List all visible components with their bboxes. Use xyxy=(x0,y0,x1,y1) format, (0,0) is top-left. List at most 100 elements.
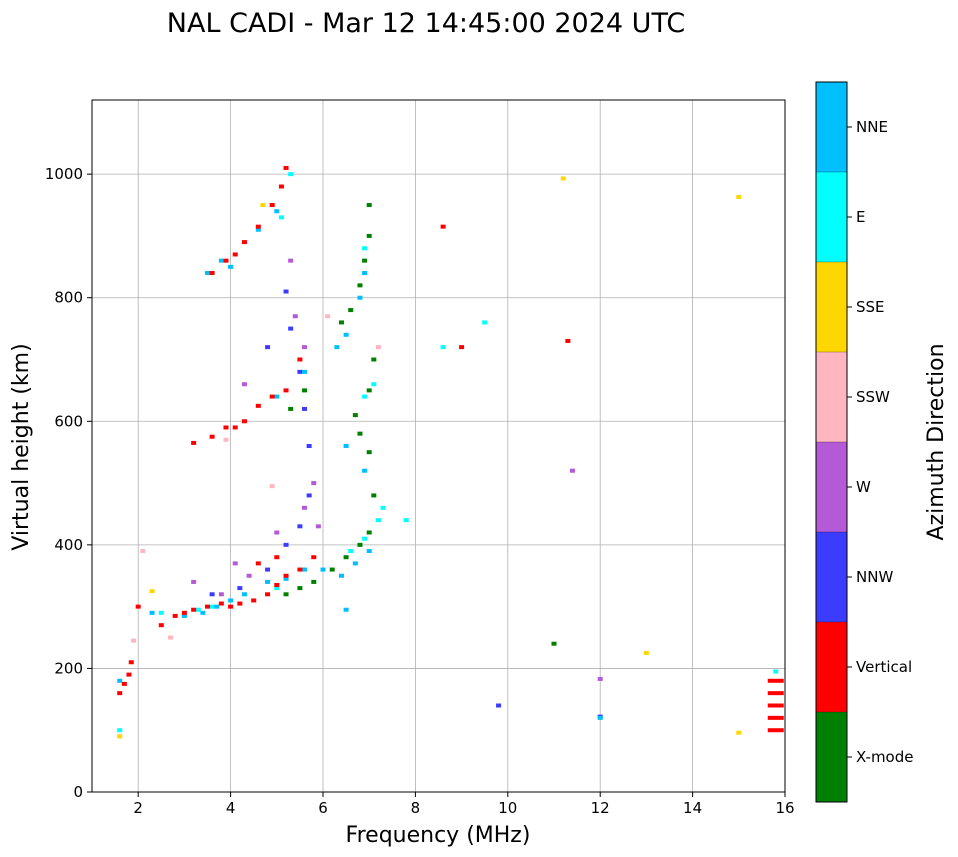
data-point xyxy=(246,573,252,578)
data-point xyxy=(228,264,234,269)
data-point xyxy=(269,484,275,489)
data-point xyxy=(459,345,465,350)
data-point xyxy=(325,314,331,319)
data-point xyxy=(302,345,308,350)
data-point xyxy=(269,394,275,399)
data-point xyxy=(306,493,312,498)
data-point xyxy=(366,450,372,455)
data-point xyxy=(767,691,784,696)
data-point xyxy=(362,468,368,473)
data-point xyxy=(352,561,358,566)
data-point xyxy=(569,468,575,473)
data-point xyxy=(237,586,243,591)
data-point xyxy=(117,734,123,739)
data-point xyxy=(767,703,784,708)
data-point xyxy=(311,579,317,584)
y-axis-label: Virtual height (km) xyxy=(9,343,34,550)
data-point xyxy=(302,388,308,393)
x-tick-label: 4 xyxy=(226,799,236,817)
data-point xyxy=(283,542,289,547)
data-point xyxy=(191,607,197,612)
colorbar-title: Azimuth Direction xyxy=(924,343,949,540)
y-tick-label: 800 xyxy=(54,289,83,307)
x-tick-label: 8 xyxy=(411,799,421,817)
chart-title: NAL CADI - Mar 12 14:45:00 2024 UTC xyxy=(167,8,685,39)
data-point xyxy=(288,406,294,411)
data-point xyxy=(329,567,335,572)
data-point xyxy=(283,573,289,578)
data-point xyxy=(440,224,446,229)
data-point xyxy=(158,623,164,628)
data-point xyxy=(117,728,123,733)
data-point xyxy=(366,388,372,393)
colorbar-frame xyxy=(815,81,848,803)
data-point xyxy=(551,641,557,646)
colorbar-label: NNW xyxy=(856,568,893,586)
data-point xyxy=(265,567,271,572)
data-point xyxy=(149,589,155,594)
colorbar-segment xyxy=(816,262,847,352)
data-point xyxy=(302,567,308,572)
data-point xyxy=(214,604,220,609)
data-point xyxy=(283,388,289,393)
data-point xyxy=(218,258,224,263)
x-tick-label: 6 xyxy=(318,799,328,817)
data-point xyxy=(357,295,363,300)
data-point xyxy=(274,555,280,560)
data-point xyxy=(334,345,340,350)
data-point xyxy=(260,203,266,208)
data-point xyxy=(205,604,210,609)
data-points xyxy=(117,165,784,739)
colorbar-label: SSE xyxy=(856,298,885,316)
colorbar-segment xyxy=(816,442,847,532)
data-point xyxy=(302,369,308,374)
colorbar: X-mode Vertical NNW W SSW SSE E NNE xyxy=(815,81,913,803)
data-point xyxy=(181,613,187,618)
data-point xyxy=(403,518,409,523)
y-axis: 0 200 400 600 800 1000 xyxy=(45,165,92,801)
data-point xyxy=(352,413,358,418)
data-point xyxy=(117,691,123,696)
data-point xyxy=(209,271,215,275)
x-tick-label: 2 xyxy=(133,799,143,817)
x-tick-label: 12 xyxy=(591,799,610,817)
data-point xyxy=(311,555,317,560)
colorbar-segment xyxy=(816,172,847,262)
data-point xyxy=(366,203,372,208)
data-point xyxy=(218,601,224,606)
data-point xyxy=(773,669,779,674)
data-point xyxy=(131,638,137,643)
data-point xyxy=(338,573,344,578)
y-tick-label: 1000 xyxy=(45,165,83,183)
data-point xyxy=(348,549,354,554)
data-point xyxy=(209,592,215,597)
data-point xyxy=(135,604,141,609)
data-point xyxy=(357,431,363,436)
data-point xyxy=(241,240,247,245)
data-point xyxy=(223,425,229,430)
data-point xyxy=(297,357,303,362)
data-point xyxy=(274,209,280,214)
data-point xyxy=(366,549,372,554)
y-tick-label: 600 xyxy=(54,412,83,430)
data-point xyxy=(223,437,229,442)
data-point xyxy=(232,425,238,430)
data-point xyxy=(302,406,308,411)
colorbar-segment xyxy=(816,532,847,622)
data-point xyxy=(121,681,127,686)
y-tick-label: 0 xyxy=(73,783,83,801)
data-point xyxy=(371,493,377,498)
grid-lines xyxy=(92,100,786,793)
data-point xyxy=(597,715,603,720)
data-point xyxy=(255,561,261,566)
data-point xyxy=(362,258,368,263)
data-point xyxy=(297,524,303,529)
data-point xyxy=(362,536,368,541)
data-point xyxy=(348,308,354,313)
data-point xyxy=(311,481,317,486)
data-point xyxy=(128,660,134,665)
data-point xyxy=(366,530,372,535)
data-point xyxy=(223,258,229,263)
data-point xyxy=(375,345,381,350)
data-point xyxy=(195,607,201,612)
